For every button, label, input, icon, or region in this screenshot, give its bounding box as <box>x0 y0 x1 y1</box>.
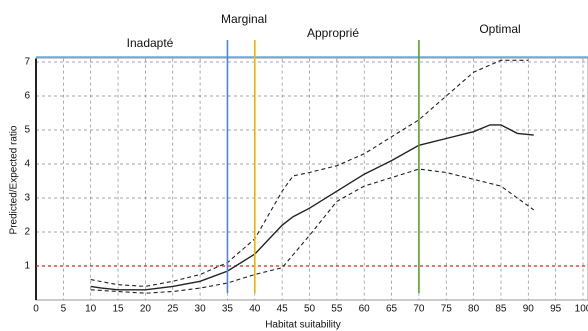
plot-frame <box>35 57 588 301</box>
x-tick-label: 20 <box>140 304 152 315</box>
y-tick-label: 5 <box>24 125 30 136</box>
x-tick-label: 30 <box>195 304 207 315</box>
y-tick-label: 2 <box>24 227 30 238</box>
y-tick-label: 1 <box>24 261 30 272</box>
x-tick-label: 50 <box>304 304 316 315</box>
x-tick-label: 25 <box>167 304 179 315</box>
x-tick-label: 45 <box>277 304 289 315</box>
x-axis-label: Habitat suitability <box>265 320 341 331</box>
y-axis-label: Predicted/Expected ratio <box>9 125 20 234</box>
y-tick-label: 4 <box>24 159 30 170</box>
zone-label: Marginal <box>221 12 267 26</box>
x-tick-label: 5 <box>61 304 67 315</box>
x-tick-label: 35 <box>222 304 234 315</box>
x-tick-label: 0 <box>33 304 39 315</box>
zone-label: Optimal <box>479 22 520 36</box>
x-tick-label: 40 <box>249 304 261 315</box>
x-tick-label: 15 <box>112 304 124 315</box>
x-tick-label: 75 <box>441 304 453 315</box>
series-line <box>90 124 534 291</box>
y-tick-label: 3 <box>24 193 30 204</box>
x-tick-label: 55 <box>331 304 343 315</box>
x-tick-label: 10 <box>85 304 97 315</box>
zone-label: Inadapté <box>127 36 174 50</box>
x-tick-label: 60 <box>359 304 371 315</box>
x-tick-label: 100 <box>575 304 588 315</box>
zone-label: Approprié <box>307 26 359 40</box>
x-tick-label: 85 <box>495 304 507 315</box>
x-tick-label: 95 <box>550 304 562 315</box>
y-tick-label: 6 <box>24 91 30 102</box>
x-tick-label: 90 <box>523 304 535 315</box>
x-tick-label: 70 <box>413 304 425 315</box>
x-tick-label: 80 <box>468 304 480 315</box>
x-tick-label: 65 <box>386 304 398 315</box>
y-tick-label: 7 <box>24 57 30 68</box>
series-line <box>90 59 529 287</box>
series-line <box>90 168 535 294</box>
